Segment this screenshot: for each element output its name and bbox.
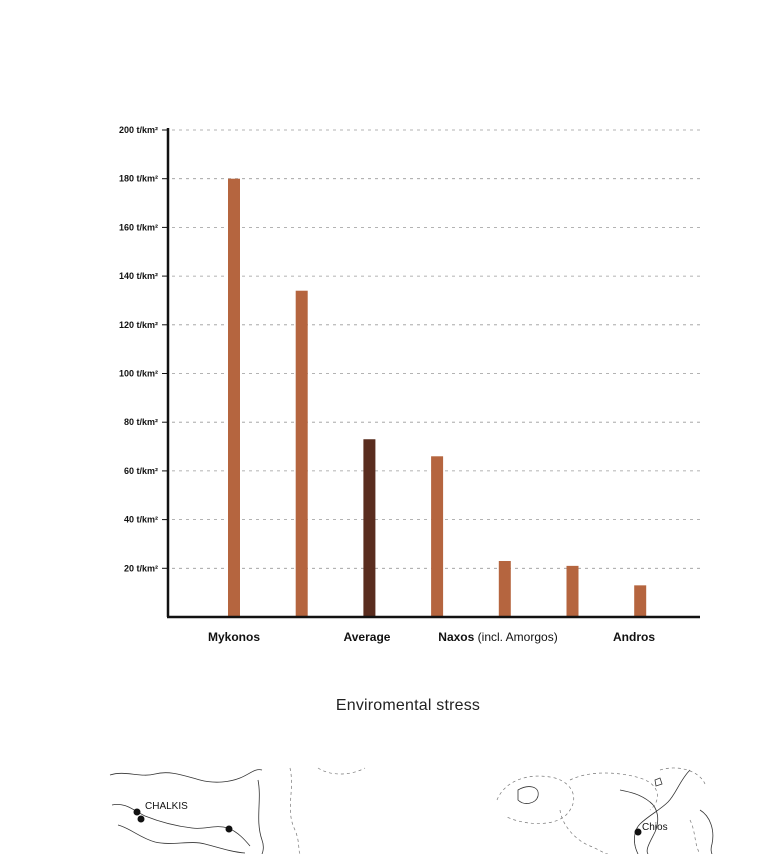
category-label-name: Andros — [613, 630, 655, 644]
y-tick-label: 100 t/km² — [119, 369, 158, 379]
y-tick-label: 80 t/km² — [124, 417, 158, 427]
chart-title: Enviromental stress — [335, 697, 481, 714]
y-tick-label: 20 t/km² — [124, 563, 158, 573]
bar — [634, 585, 647, 617]
coastline-west — [109, 769, 263, 783]
bar-chart: 20 t/km² 40 t/km² 60 t/km² 80 t/km² 100 t/km… — [119, 125, 700, 644]
y-tick-label: 140 t/km² — [119, 271, 158, 281]
border-dashed-4 — [569, 772, 658, 811]
y-tick-label: 60 t/km² — [124, 466, 158, 476]
category-label: Andros — [613, 630, 655, 644]
category-label: Mykonos — [208, 630, 260, 644]
coastline-strait — [117, 824, 246, 854]
border-dashed-1 — [289, 767, 301, 854]
y-tick-label: 160 t/km² — [119, 222, 158, 232]
axes — [166, 128, 700, 619]
border-dashed-5 — [559, 809, 609, 854]
islet — [517, 786, 539, 804]
border-dashed-6 — [659, 767, 706, 785]
category-label: Naxos (incl. Amorgos) — [438, 630, 557, 644]
category-label: Average — [344, 630, 391, 644]
y-tick-labels: 20 t/km² 40 t/km² 60 t/km² 80 t/km² 100 t/km… — [119, 125, 168, 573]
border-dashed-2 — [317, 767, 366, 775]
bar — [363, 439, 376, 617]
islet-small — [654, 777, 663, 787]
y-tick-label: 200 t/km² — [119, 125, 158, 135]
bar — [566, 565, 579, 617]
y-tick-label: 180 t/km² — [119, 174, 158, 184]
coastline-mainland-edge — [257, 779, 264, 854]
category-label-name: Naxos — [438, 630, 474, 644]
bar — [295, 290, 308, 617]
border-dashed-3 — [496, 775, 575, 824]
y-tick-label: 40 t/km² — [124, 515, 158, 525]
bars — [228, 178, 647, 617]
map-label-chalkis: CHALKIS — [145, 801, 188, 812]
category-label-note: (incl. Amorgos) — [474, 630, 557, 644]
city-marker-chalkis — [133, 808, 141, 816]
city-marker-3 — [225, 825, 233, 833]
category-label-name: Average — [344, 630, 391, 644]
category-label-name: Mykonos — [208, 630, 260, 644]
border-dashed-7 — [689, 819, 701, 854]
bar — [498, 560, 511, 617]
city-marker-2 — [137, 815, 145, 823]
bar — [431, 456, 444, 617]
city-marker-chios — [634, 828, 642, 836]
map-label-chios: Chios — [642, 822, 668, 833]
map-fragment: CHALKIS Chios — [109, 767, 714, 854]
coastline-far-east — [699, 809, 714, 854]
bar — [228, 178, 240, 617]
coastline-east — [634, 769, 691, 854]
coastline-chios — [619, 789, 659, 854]
y-tick-label: 120 t/km² — [119, 320, 158, 330]
category-labels: Mykonos Average Naxos (incl. Amorgos) Andro… — [208, 630, 655, 644]
